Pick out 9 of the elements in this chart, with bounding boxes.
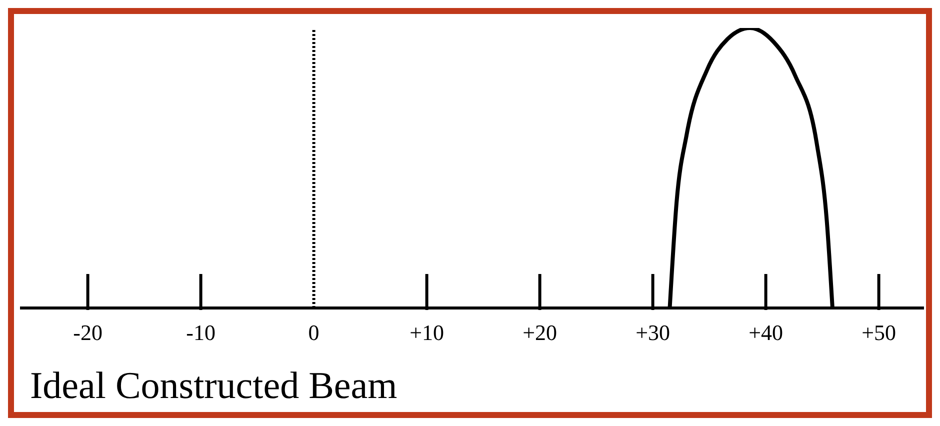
x-tick-label: +50 <box>862 320 896 345</box>
x-tick-label: 0 <box>308 320 320 345</box>
x-tick-label: +20 <box>522 320 558 345</box>
x-tick-label: -10 <box>186 320 216 345</box>
x-tick-label: +10 <box>410 320 444 345</box>
x-tick-label: +40 <box>748 320 784 345</box>
x-tick-label: +30 <box>636 320 670 345</box>
text: Ideal Constructed Beam <box>30 364 398 408</box>
x-tick-label: -20 <box>73 320 102 345</box>
